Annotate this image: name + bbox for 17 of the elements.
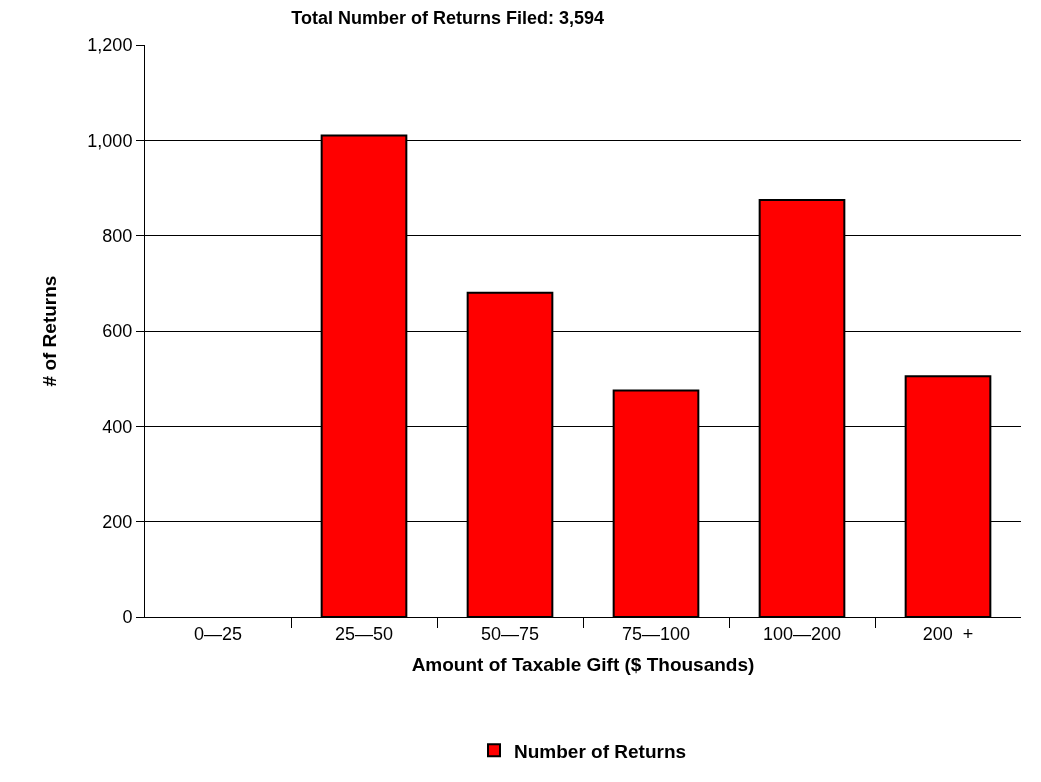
- y-tick-label: 400: [102, 416, 133, 437]
- x-axis-title: Amount of Taxable Gift ($ Thousands): [411, 654, 755, 676]
- x-tick-label: 50—75: [480, 623, 540, 644]
- x-tick-label: 100—200: [762, 623, 842, 644]
- chart-title: Total Number of Returns Filed: 3,594: [291, 8, 604, 29]
- y-tick-label: 0: [122, 607, 133, 628]
- x-tick-label: 200 +: [922, 623, 974, 644]
- y-tick-label: 600: [102, 321, 133, 342]
- x-tick-label: 0—25: [193, 623, 243, 644]
- y-tick-label: 200: [102, 511, 133, 532]
- legend-label: Number of Returns: [514, 740, 687, 762]
- y-tick-label: 800: [102, 225, 133, 246]
- x-tick-label: 25—50: [334, 623, 394, 644]
- y-tick-label: 1,000: [87, 130, 133, 151]
- y-axis-title: # of Returns: [39, 275, 61, 387]
- y-tick-label: 1,200: [87, 35, 133, 56]
- x-tick-label: 75—100: [621, 623, 691, 644]
